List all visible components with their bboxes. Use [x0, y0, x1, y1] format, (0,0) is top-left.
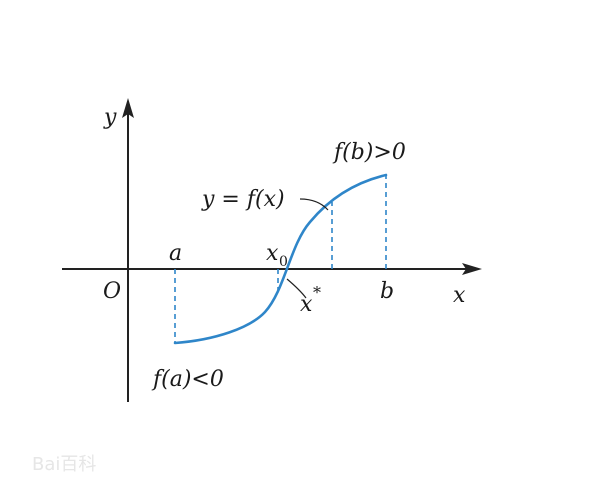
y-axis-arrow-icon	[122, 98, 134, 118]
origin-label: O	[103, 279, 121, 304]
x-axis-label: x	[453, 283, 466, 308]
x0-label-subscript: 0	[279, 254, 288, 270]
watermark: Bai百科	[32, 454, 96, 475]
fb-annotation: f(b)>0	[332, 140, 406, 165]
xstar-leader	[286, 278, 307, 299]
xstar-label-main: x	[300, 292, 313, 317]
dashed-guides	[174, 175, 387, 343]
x0-label-main: x	[266, 241, 279, 266]
function-curve	[173, 173, 388, 345]
fa-annotation: f(a)<0	[151, 367, 224, 392]
x0-label: x 0	[266, 241, 288, 270]
curve-label: y = f(x)	[201, 187, 285, 212]
x-axis	[62, 263, 482, 275]
curve-label-leader	[299, 198, 329, 211]
x-axis-arrow-icon	[462, 263, 482, 275]
xstar-label: x *	[300, 283, 321, 317]
a-label: a	[169, 241, 182, 266]
y-axis-label: y	[103, 105, 117, 130]
b-label: b	[380, 279, 394, 304]
y-axis	[122, 98, 134, 402]
xstar-label-superscript: *	[313, 283, 321, 302]
